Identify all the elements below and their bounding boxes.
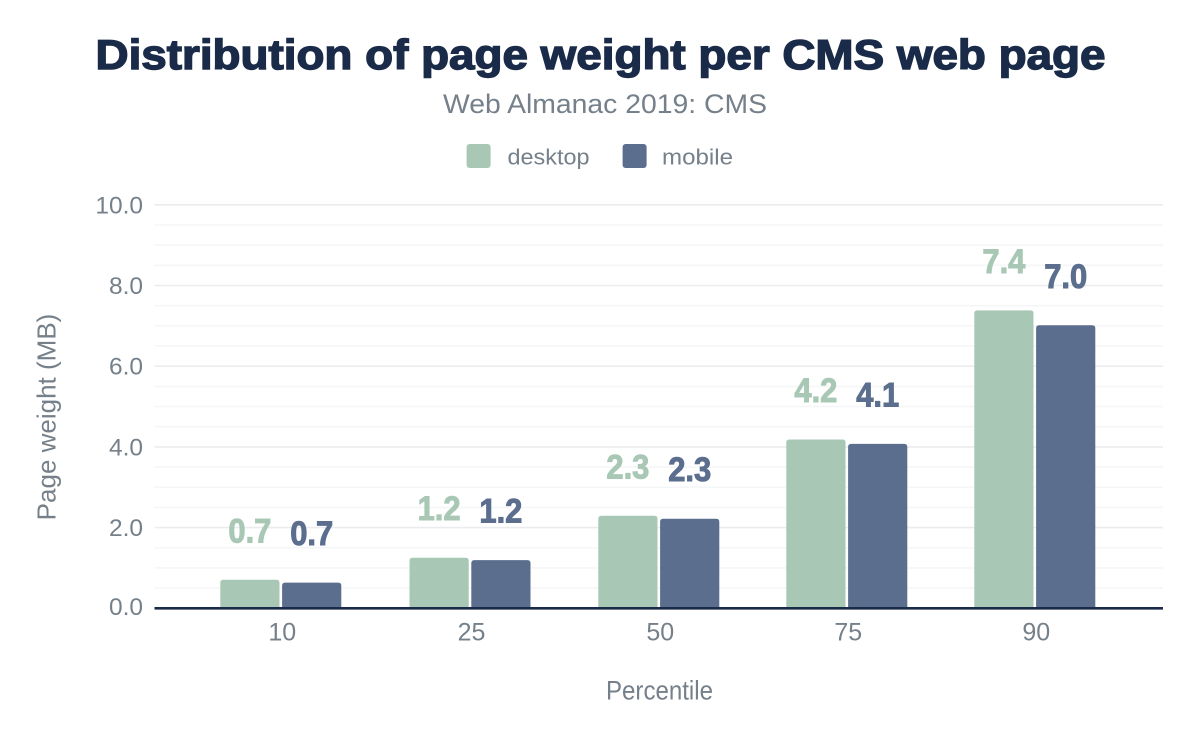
- svg-text:8.0: 8.0: [109, 273, 143, 300]
- svg-text:50: 50: [646, 619, 674, 647]
- svg-text:0.7: 0.7: [290, 515, 333, 553]
- svg-text:4.1: 4.1: [856, 376, 899, 414]
- svg-text:10: 10: [268, 619, 296, 647]
- svg-text:mobile: mobile: [662, 145, 733, 170]
- svg-text:1.2: 1.2: [479, 493, 522, 531]
- svg-text:4.2: 4.2: [794, 372, 837, 410]
- svg-text:desktop: desktop: [508, 145, 590, 170]
- svg-text:2.0: 2.0: [109, 515, 143, 542]
- svg-text:2.3: 2.3: [668, 451, 711, 489]
- svg-text:10.0: 10.0: [95, 192, 143, 219]
- svg-text:0.0: 0.0: [109, 594, 143, 621]
- svg-text:7.4: 7.4: [982, 243, 1025, 281]
- svg-text:2.3: 2.3: [606, 448, 649, 486]
- svg-text:25: 25: [458, 619, 486, 647]
- svg-text:90: 90: [1022, 619, 1050, 647]
- svg-text:0.7: 0.7: [228, 512, 271, 550]
- svg-text:Web Almanac 2019: CMS: Web Almanac 2019: CMS: [443, 89, 767, 119]
- svg-text:Page weight (MB): Page weight (MB): [31, 314, 61, 521]
- svg-text:6.0: 6.0: [109, 354, 143, 381]
- svg-text:Percentile: Percentile: [606, 676, 713, 706]
- svg-text:1.2: 1.2: [418, 490, 461, 528]
- svg-text:4.0: 4.0: [109, 434, 143, 461]
- svg-text:75: 75: [834, 619, 862, 647]
- svg-text:7.0: 7.0: [1044, 258, 1087, 296]
- svg-text:Distribution of page weight pe: Distribution of page weight per CMS web …: [96, 31, 1106, 78]
